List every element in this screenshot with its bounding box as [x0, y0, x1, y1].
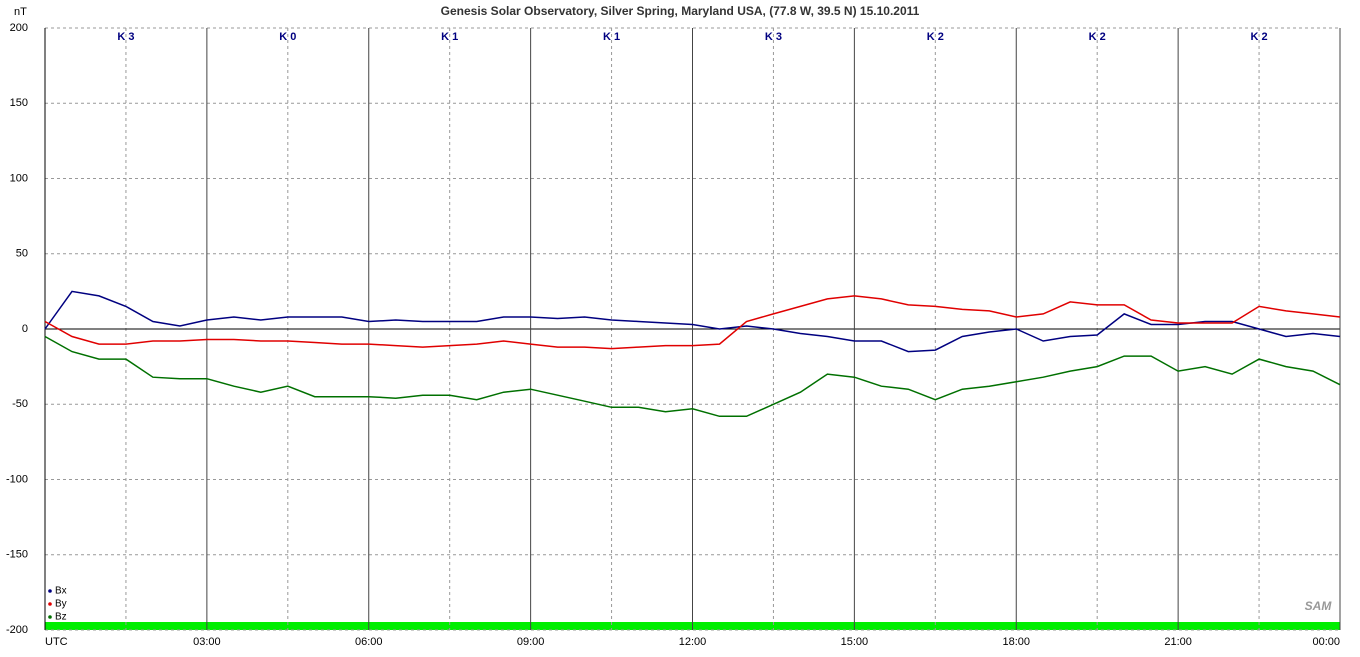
y-tick-label: -200 [6, 624, 28, 636]
x-tick-label: 15:00 [841, 636, 869, 648]
legend-label: Bx [55, 586, 67, 597]
k-index: K 3 [765, 31, 782, 43]
y-tick-label: 200 [10, 22, 28, 34]
logo: SAM [1305, 599, 1333, 613]
y-tick-label: 100 [10, 172, 28, 184]
legend-label: By [55, 599, 67, 610]
x-tick-label: UTC [45, 636, 68, 648]
x-tick-label: 12:00 [679, 636, 707, 648]
legend-marker [48, 615, 52, 619]
x-tick-label: 21:00 [1164, 636, 1192, 648]
x-tick-label: 18:00 [1002, 636, 1030, 648]
k-index: K 2 [927, 31, 944, 43]
x-tick-label: 06:00 [355, 636, 383, 648]
series-line [44, 290, 1341, 353]
series-line [44, 295, 1341, 350]
legend-marker [48, 589, 52, 593]
series-line [44, 335, 1341, 418]
k-index: K 0 [279, 31, 296, 43]
k-index: K 1 [603, 31, 620, 43]
y-tick-label: -150 [6, 549, 28, 561]
k-index: K 3 [117, 31, 134, 43]
y-tick-label: -100 [6, 473, 28, 485]
y-tick-label: 150 [10, 97, 28, 109]
k-index: K 1 [441, 31, 458, 43]
y-tick-label: 0 [22, 323, 28, 335]
k-index: K 2 [1251, 31, 1268, 43]
k-index: K 2 [1089, 31, 1106, 43]
y-tick-label: 50 [16, 248, 28, 260]
x-tick-label: 03:00 [193, 636, 221, 648]
y-tick-label: -50 [12, 398, 28, 410]
x-tick-label: 00:00 [1312, 636, 1340, 648]
x-tick-label: 09:00 [517, 636, 545, 648]
legend-label: Bz [55, 612, 67, 623]
chart-title: Genesis Solar Observatory, Silver Spring… [441, 4, 920, 18]
y-axis-label: nT [14, 6, 27, 18]
legend-marker [48, 602, 52, 606]
